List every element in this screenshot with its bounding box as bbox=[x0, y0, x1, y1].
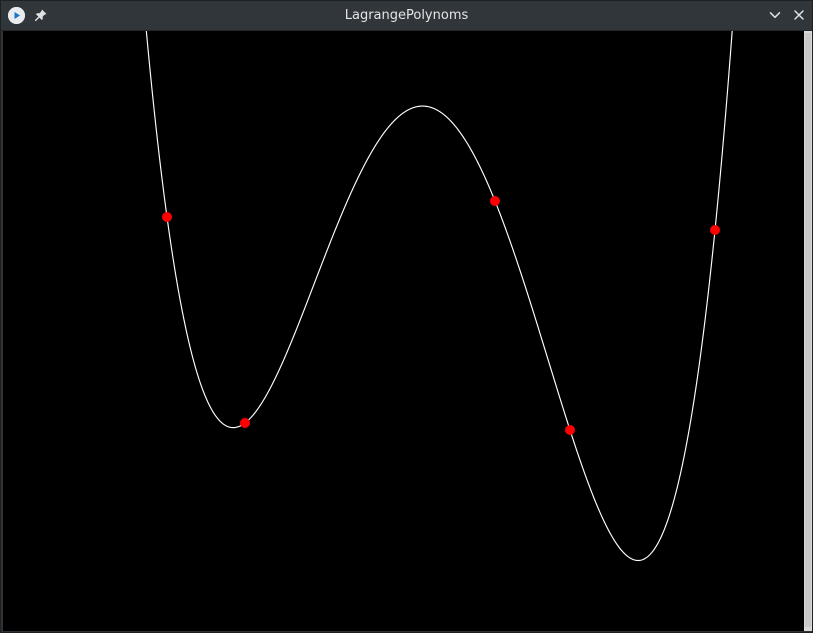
pin-icon[interactable] bbox=[34, 8, 48, 22]
plot-canvas[interactable] bbox=[3, 31, 804, 631]
scrollbar-thumb[interactable] bbox=[805, 33, 811, 627]
lagrange-plot[interactable] bbox=[3, 31, 804, 631]
chevron-down-icon[interactable] bbox=[768, 8, 782, 22]
control-point-1[interactable] bbox=[162, 212, 172, 222]
control-point-3[interactable] bbox=[490, 196, 500, 206]
window-title: LagrangePolynoms bbox=[344, 8, 469, 23]
close-icon[interactable] bbox=[792, 8, 806, 22]
control-point-4[interactable] bbox=[565, 425, 575, 435]
lagrange-curve bbox=[145, 31, 733, 562]
title-bar[interactable]: LagrangePolynoms bbox=[1, 1, 812, 31]
control-point-2[interactable] bbox=[240, 418, 250, 428]
control-point-5[interactable] bbox=[710, 225, 720, 235]
control-points[interactable] bbox=[162, 196, 720, 435]
vertical-scrollbar[interactable] bbox=[804, 31, 812, 631]
play-icon[interactable] bbox=[8, 7, 25, 24]
